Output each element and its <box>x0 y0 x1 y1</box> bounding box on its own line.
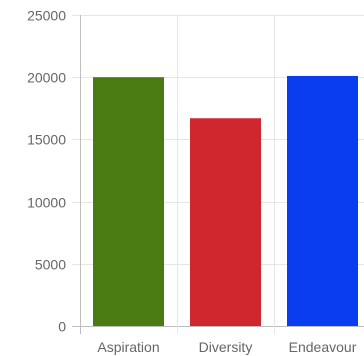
x-tick-label: Endeavour <box>289 339 357 355</box>
bar-aspiration <box>93 77 164 326</box>
y-tick-label: 15000 <box>27 132 66 148</box>
y-tick-label: 5000 <box>35 257 66 273</box>
y-tick-label: 0 <box>58 319 66 335</box>
x-tick-label: Diversity <box>199 339 253 355</box>
bar-endeavour <box>287 75 358 327</box>
bars <box>93 75 358 327</box>
y-tick-label: 20000 <box>27 70 66 86</box>
y-tick-label: 25000 <box>27 8 66 24</box>
x-tick-label: Aspiration <box>97 339 159 355</box>
y-axis: 0 5000 10000 15000 20000 25000 <box>27 8 66 335</box>
x-axis: Aspiration Diversity Endeavour <box>97 339 356 355</box>
bar-diversity <box>190 118 261 326</box>
y-tick-label: 10000 <box>27 195 66 211</box>
